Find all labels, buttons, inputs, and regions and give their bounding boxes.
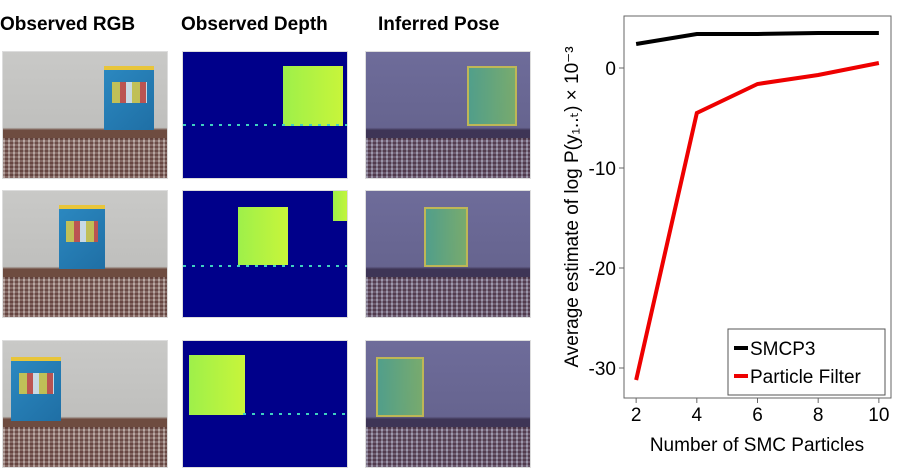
pose-image-3 xyxy=(365,340,531,468)
y-tick-label: -20 xyxy=(589,259,616,280)
legend-label-smcp3: SMCP3 xyxy=(750,339,815,360)
y-tick-label: -30 xyxy=(589,359,616,380)
x-tick-label: 2 xyxy=(631,405,642,426)
rgb-image-1 xyxy=(2,51,168,179)
x-tick-label: 6 xyxy=(752,405,763,426)
y-tick-label: 0 xyxy=(605,59,616,80)
rgb-image-3 xyxy=(2,340,168,468)
legend-label-particle-filter: Particle Filter xyxy=(750,367,862,388)
x-tick-label: 10 xyxy=(868,405,889,426)
series-line-smcp3 xyxy=(635,31,879,46)
rgb-image-2 xyxy=(2,190,168,318)
depth-image-2 xyxy=(182,190,348,318)
column-header-depth: Observed Depth xyxy=(181,14,328,35)
x-tick-label: 8 xyxy=(813,405,824,426)
pose-image-1 xyxy=(365,51,531,179)
legend: SMCP3 Particle Filter xyxy=(727,328,886,396)
column-header-rgb: Observed RGB xyxy=(0,14,136,35)
y-axis-label: Average estimate of log P(y₁..ₜ) × 10⁻³ xyxy=(562,46,583,367)
column-header-pose: Inferred Pose xyxy=(378,14,500,35)
legend-box xyxy=(727,328,886,396)
depth-image-1 xyxy=(182,51,348,179)
y-tick-label: -10 xyxy=(589,159,616,180)
depth-image-3 xyxy=(182,340,348,468)
pose-image-2 xyxy=(365,190,531,318)
x-tick-label: 4 xyxy=(692,405,703,426)
x-axis-label: Number of SMC Particles xyxy=(650,435,864,456)
